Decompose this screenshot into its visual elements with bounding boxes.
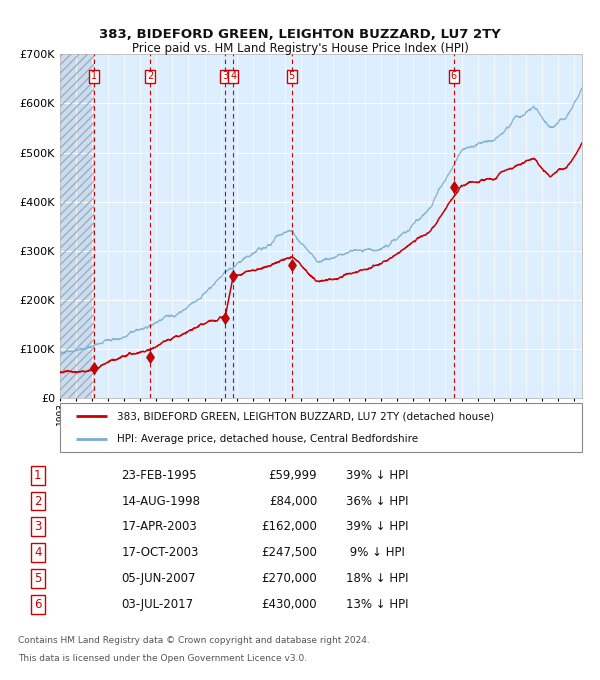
Text: HPI: Average price, detached house, Central Bedfordshire: HPI: Average price, detached house, Cent…: [118, 434, 419, 444]
Text: 23-FEB-1995: 23-FEB-1995: [121, 469, 197, 481]
Text: £84,000: £84,000: [269, 494, 317, 507]
Bar: [60, 54, 94, 398]
Text: 05-JUN-2007: 05-JUN-2007: [121, 572, 196, 585]
Text: 6: 6: [34, 598, 41, 611]
Text: 2: 2: [147, 71, 154, 82]
Text: 39% ↓ HPI: 39% ↓ HPI: [346, 520, 409, 533]
Text: 9% ↓ HPI: 9% ↓ HPI: [346, 546, 405, 559]
Text: Price paid vs. HM Land Registry's House Price Index (HPI): Price paid vs. HM Land Registry's House …: [131, 42, 469, 56]
Text: 3: 3: [222, 71, 229, 82]
Text: £162,000: £162,000: [262, 520, 317, 533]
Text: 383, BIDEFORD GREEN, LEIGHTON BUZZARD, LU7 2TY (detached house): 383, BIDEFORD GREEN, LEIGHTON BUZZARD, L…: [118, 411, 494, 422]
Text: 03-JUL-2017: 03-JUL-2017: [121, 598, 194, 611]
Text: Contains HM Land Registry data © Crown copyright and database right 2024.: Contains HM Land Registry data © Crown c…: [18, 636, 370, 645]
Text: 383, BIDEFORD GREEN, LEIGHTON BUZZARD, LU7 2TY: 383, BIDEFORD GREEN, LEIGHTON BUZZARD, L…: [99, 27, 501, 41]
Text: 39% ↓ HPI: 39% ↓ HPI: [346, 469, 409, 481]
Text: 1: 1: [91, 71, 98, 82]
Text: 17-OCT-2003: 17-OCT-2003: [121, 546, 199, 559]
Text: 4: 4: [34, 546, 41, 559]
Text: £59,999: £59,999: [269, 469, 317, 481]
Bar: [60, 54, 94, 398]
Text: £270,000: £270,000: [262, 572, 317, 585]
Text: 17-APR-2003: 17-APR-2003: [121, 520, 197, 533]
Text: £247,500: £247,500: [262, 546, 317, 559]
Text: 1: 1: [34, 469, 41, 481]
Text: 13% ↓ HPI: 13% ↓ HPI: [346, 598, 409, 611]
Text: 5: 5: [34, 572, 41, 585]
Text: 2: 2: [34, 494, 41, 507]
Text: 5: 5: [289, 71, 295, 82]
Text: 4: 4: [230, 71, 236, 82]
Text: £430,000: £430,000: [262, 598, 317, 611]
Text: 18% ↓ HPI: 18% ↓ HPI: [346, 572, 409, 585]
FancyBboxPatch shape: [60, 403, 582, 452]
Text: 6: 6: [451, 71, 457, 82]
Text: 36% ↓ HPI: 36% ↓ HPI: [346, 494, 409, 507]
Text: 14-AUG-1998: 14-AUG-1998: [121, 494, 200, 507]
Text: This data is licensed under the Open Government Licence v3.0.: This data is licensed under the Open Gov…: [18, 653, 307, 663]
Text: 3: 3: [34, 520, 41, 533]
